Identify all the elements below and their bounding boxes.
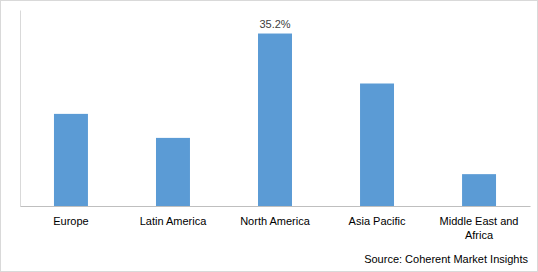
data-labels: 35.2% bbox=[259, 18, 290, 30]
data-label: 35.2% bbox=[259, 18, 290, 30]
y-axis-line bbox=[20, 11, 21, 207]
bar bbox=[360, 84, 394, 207]
bar bbox=[462, 174, 496, 206]
source: Source: Coherent Market Insights bbox=[364, 253, 528, 265]
chart: Europe Latin America North America Asia Pac… bbox=[0, 0, 538, 272]
x-axis-line bbox=[21, 206, 531, 207]
x-tick: North America bbox=[240, 215, 311, 227]
x-tick: Europe bbox=[53, 215, 88, 227]
bars bbox=[54, 34, 496, 206]
y-axis bbox=[20, 11, 21, 207]
x-tick-label: Latin America bbox=[140, 215, 208, 227]
bar bbox=[258, 34, 292, 206]
x-tick-label: Middle East andAfrica bbox=[440, 215, 519, 241]
x-tick-label: Europe bbox=[53, 215, 88, 227]
x-tick-label: North America bbox=[240, 215, 311, 227]
bar bbox=[54, 114, 88, 206]
x-tick: Latin America bbox=[140, 215, 208, 227]
bar bbox=[156, 138, 190, 206]
frame bbox=[1, 1, 538, 272]
x-tick: Asia Pacific bbox=[349, 215, 406, 227]
x-tick: Middle East andAfrica bbox=[440, 215, 519, 241]
x-axis: Europe Latin America North America Asia Pac… bbox=[21, 207, 531, 241]
x-tick-label: Asia Pacific bbox=[349, 215, 406, 227]
